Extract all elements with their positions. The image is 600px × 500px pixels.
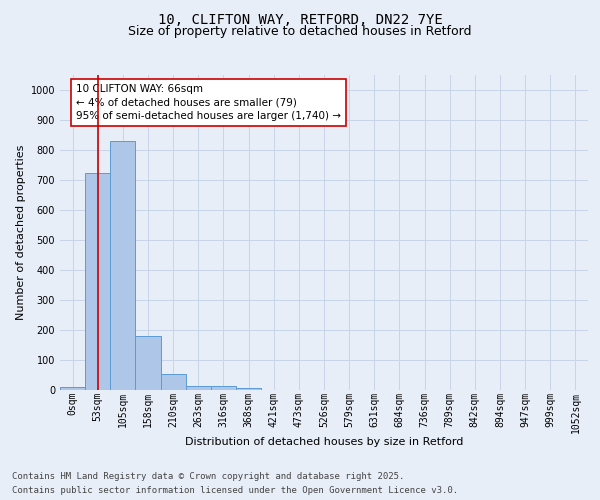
Bar <box>161 374 186 390</box>
Bar <box>136 336 161 390</box>
Text: 10 CLIFTON WAY: 66sqm
← 4% of detached houses are smaller (79)
95% of semi-detac: 10 CLIFTON WAY: 66sqm ← 4% of detached h… <box>76 84 341 121</box>
Y-axis label: Number of detached properties: Number of detached properties <box>16 145 26 320</box>
Text: 10, CLIFTON WAY, RETFORD, DN22 7YE: 10, CLIFTON WAY, RETFORD, DN22 7YE <box>158 12 442 26</box>
Bar <box>110 141 136 390</box>
Bar <box>60 387 85 390</box>
Text: Size of property relative to detached houses in Retford: Size of property relative to detached ho… <box>128 25 472 38</box>
Text: Contains HM Land Registry data © Crown copyright and database right 2025.: Contains HM Land Registry data © Crown c… <box>12 472 404 481</box>
Bar <box>186 386 211 390</box>
Bar <box>211 386 236 390</box>
Bar <box>236 388 261 390</box>
Bar <box>85 172 110 390</box>
X-axis label: Distribution of detached houses by size in Retford: Distribution of detached houses by size … <box>185 436 463 446</box>
Text: Contains public sector information licensed under the Open Government Licence v3: Contains public sector information licen… <box>12 486 458 495</box>
